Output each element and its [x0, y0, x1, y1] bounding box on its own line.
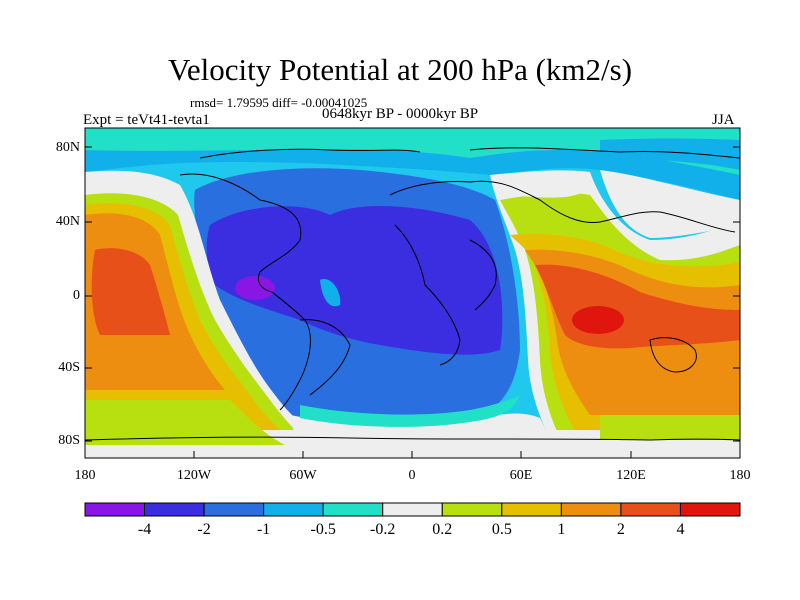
rmsd-diff-label: rmsd= 1.79595 diff= -0.00041025 — [190, 95, 368, 110]
colorbar-label: 0.2 — [432, 521, 453, 538]
season-label: JJA — [712, 112, 735, 128]
colorbar-swatch — [620, 502, 681, 517]
lon-tick-label: 120E — [616, 468, 646, 483]
colorbar-swatch — [501, 502, 562, 517]
contour-field — [85, 128, 740, 458]
lat-tick-label: 40S — [58, 360, 80, 375]
colorbar-swatch — [560, 502, 622, 517]
lon-tick-label: 180 — [729, 468, 751, 483]
colorbar — [84, 502, 741, 517]
colorbar-swatch — [144, 502, 205, 517]
colorbar-label: 0.5 — [491, 521, 512, 538]
lat-tick-label: 0 — [73, 288, 80, 303]
map-title: Velocity Potential at 200 hPa (km2/s) — [167, 52, 633, 87]
colorbar-swatch — [84, 502, 146, 517]
colorbar-swatch — [263, 502, 324, 517]
lon-tick-label: 60W — [289, 468, 317, 483]
lon-tick-label: 180 — [74, 468, 96, 483]
colorbar-label: 1 — [557, 521, 566, 538]
colorbar-swatch — [441, 502, 503, 517]
colorbar-swatch — [203, 502, 265, 517]
colorbar-label: 4 — [676, 521, 685, 538]
lon-tick-label: 120W — [176, 468, 212, 483]
colorbar-label: -0.2 — [370, 521, 396, 538]
experiment-label: Expt = teVt41-tevta1 — [83, 112, 210, 128]
lon-tick-label: 0 — [408, 468, 416, 483]
coastlines — [85, 147, 740, 441]
colorbar-swatch — [322, 502, 384, 517]
colorbar-label: 2 — [616, 521, 625, 538]
lat-tick-label: 80S — [58, 433, 80, 448]
colorbar-label: -2 — [197, 521, 211, 538]
colorbar-swatch — [382, 502, 443, 517]
lat-tick-label: 80N — [55, 140, 80, 155]
lon-tick-label: 60E — [509, 468, 533, 483]
colorbar-label: -1 — [256, 521, 271, 538]
colorbar-label: -4 — [137, 521, 152, 538]
colorbar-swatch — [679, 502, 741, 517]
period-label: 0648kyr BP - 0000kyr BP — [322, 106, 479, 122]
colorbar-label: -0.5 — [310, 521, 336, 538]
lat-tick-label: 40N — [55, 214, 80, 229]
